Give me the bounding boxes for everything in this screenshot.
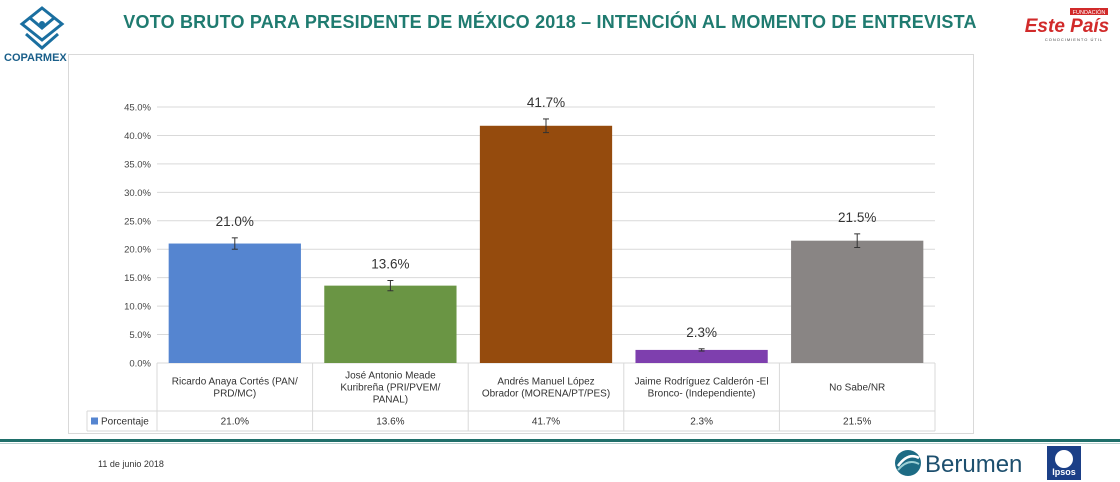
table-value: 2.3%	[690, 417, 713, 428]
ipsos-logo: Ipsos	[1047, 446, 1081, 480]
table-value: 13.6%	[376, 417, 404, 428]
coparmex-logo-text: COPARMEX	[4, 52, 67, 64]
y-tick-label: 5.0%	[129, 330, 151, 341]
este-pais-logo-sub: CONOCIMIENTO ÚTIL	[1045, 37, 1103, 42]
este-pais-logo-main: Este País	[1025, 16, 1110, 37]
bar	[791, 240, 924, 363]
footer-divider	[0, 439, 1120, 442]
bar	[168, 243, 301, 363]
category-label: No Sabe/NR	[829, 383, 885, 394]
berumen-logo-text: Berumen	[925, 451, 1022, 478]
y-tick-label: 30.0%	[124, 188, 151, 199]
footer-divider-thin	[0, 443, 1120, 444]
coparmex-logo	[19, 6, 65, 50]
y-tick-label: 25.0%	[124, 216, 151, 227]
error-bar	[854, 233, 861, 249]
error-bar	[698, 348, 705, 352]
y-tick-label: 45.0%	[124, 103, 151, 114]
category-label: Jaime Rodríguez Calderón -El Bronco- (Ind…	[635, 377, 769, 400]
bar	[635, 349, 768, 363]
data-label: 21.0%	[216, 214, 254, 229]
chart-frame: 0.0% 5.0% 10.0% 15.0% 20.0% 25.0% 30.0% 35.0% 40…	[68, 54, 974, 434]
data-label: 41.7%	[527, 95, 565, 110]
bar-chart: 0.0% 5.0% 10.0% 15.0% 20.0% 25.0% 30.0% 35.0% 40…	[86, 95, 936, 432]
y-tick-label: 0.0%	[129, 359, 151, 370]
category-label: Ricardo Anaya Cortés (PAN/PRD/MC)	[172, 377, 298, 400]
legend-swatch	[91, 417, 98, 425]
data-label: 21.5%	[838, 210, 876, 225]
y-tick-label: 20.0%	[124, 245, 151, 256]
y-tick-label: 15.0%	[124, 273, 151, 284]
error-bar	[231, 237, 238, 250]
data-label: 2.3%	[686, 325, 717, 340]
este-pais-logo-top: FUNDACIÓN	[1073, 9, 1106, 16]
ipsos-logo-text: Ipsos	[1052, 467, 1076, 477]
category-label: José Antonio Meade Kuribreña (PRI/PVEM/PA…	[340, 371, 440, 406]
error-bar	[543, 118, 549, 134]
table-value: 21.0%	[221, 417, 249, 428]
legend-label: Porcentaje	[101, 417, 149, 428]
y-tick-label: 35.0%	[124, 159, 151, 170]
error-bar	[387, 280, 394, 292]
category-label: Andrés Manuel López Obrador (MORENA/PT/PE…	[482, 377, 610, 400]
table-value: 21.5%	[843, 417, 871, 428]
bar	[479, 125, 613, 363]
report-date: 11 de junio 2018	[98, 459, 164, 469]
berumen-logo: Berumen	[895, 450, 1022, 478]
y-tick-label: 40.0%	[124, 131, 151, 142]
bar	[324, 285, 457, 363]
data-label: 13.6%	[371, 257, 409, 272]
y-tick-label: 10.0%	[124, 302, 151, 313]
page-title: VOTO BRUTO PARA PRESIDENTE DE MÉXICO 201…	[123, 12, 977, 32]
table-value: 41.7%	[532, 417, 560, 428]
este-pais-logo: FUNDACIÓN Este País CONOCIMIENTO ÚTIL	[1025, 8, 1110, 42]
